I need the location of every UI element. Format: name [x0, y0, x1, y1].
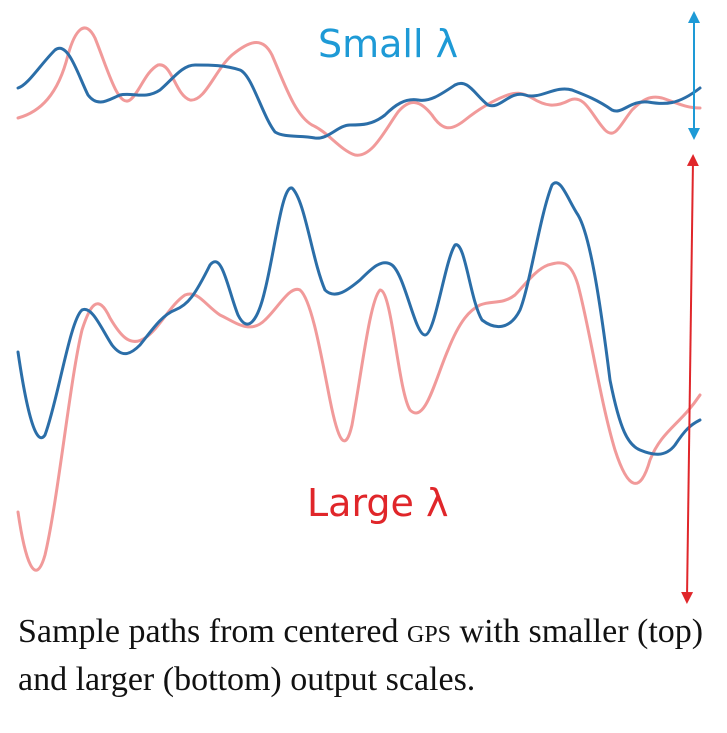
caption-gp-abbreviation: gps: [406, 613, 452, 650]
large-scale-blue-path: [16, 181, 702, 456]
large-scale-arrow: [681, 154, 699, 604]
caption-text-end: with smaller (top) and larger (bottom) o…: [18, 613, 704, 698]
small-scale-panel: Small λ: [16, 10, 702, 157]
large-scale-pink-path: [16, 261, 702, 572]
large-scale-label: Large λ: [307, 481, 448, 525]
small-scale-pink-path: [16, 26, 702, 157]
small-scale-label: Small λ: [318, 22, 458, 66]
caption-text-start: Sample paths from centered: [18, 613, 407, 650]
figure-caption: Sample paths from centered gps with smal…: [18, 608, 718, 704]
small-scale-blue-path: [16, 46, 702, 140]
large-scale-panel: Large λ: [16, 154, 702, 604]
